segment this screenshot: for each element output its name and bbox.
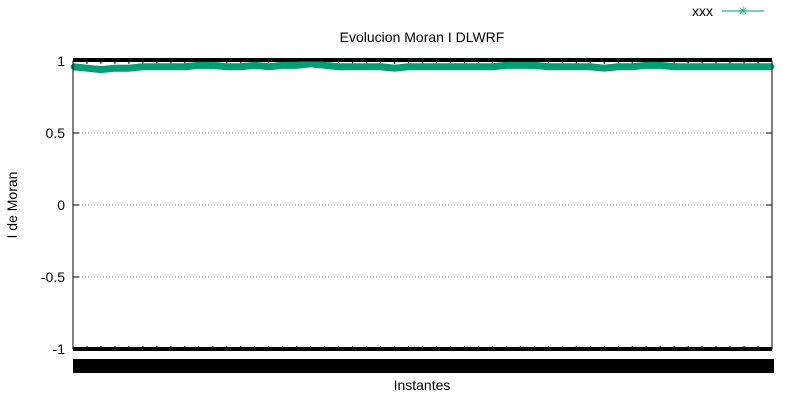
y-tick-label: -1: [53, 341, 66, 357]
legend-label: xxx: [692, 3, 713, 19]
data-point: [392, 65, 398, 71]
data-point: [238, 64, 244, 70]
data-point: [196, 62, 202, 68]
data-point: [140, 64, 146, 70]
y-tick-label: -0.5: [41, 269, 65, 285]
x-tick-label-band: [73, 359, 774, 373]
data-point: [671, 64, 677, 70]
y-axis-label: I de Moran: [4, 172, 20, 239]
data-point: [643, 62, 649, 68]
data-point: [182, 64, 188, 70]
data-point: [112, 65, 118, 71]
data-point: [433, 64, 439, 70]
legend: xxx ✳: [692, 3, 764, 19]
data-point: [336, 64, 342, 70]
data-point: [364, 64, 370, 70]
x-axis-label: Instantes: [394, 377, 451, 393]
data-point: [98, 67, 104, 73]
data-point: [308, 61, 314, 67]
data-point: [615, 64, 621, 70]
grid: [73, 132, 772, 278]
data-point: [252, 62, 258, 68]
data-point: [126, 65, 132, 71]
data-point: [629, 64, 635, 70]
y-ticks: 1 0.5 0 -0.5 -1: [41, 53, 772, 357]
data-point: [531, 62, 537, 68]
data-point: [559, 64, 565, 70]
data-point: [699, 64, 705, 70]
data-point: [573, 64, 579, 70]
data-point: [294, 62, 300, 68]
data-point: [168, 64, 174, 70]
data-point: [755, 64, 761, 70]
data-point: [475, 64, 481, 70]
x-ticks: [72, 58, 774, 373]
y-tick-label: 0: [57, 197, 65, 213]
chart-title: Evolucion Moran I DLWRF: [340, 29, 505, 45]
data-point: [713, 64, 719, 70]
data-point: [406, 64, 412, 70]
data-point: [447, 64, 453, 70]
data-point: [154, 64, 160, 70]
legend-marker: ✳: [738, 4, 748, 18]
y-tick-label: 0.5: [46, 125, 66, 141]
data-point: [685, 64, 691, 70]
x-top-tick-band: [73, 58, 772, 62]
data-point: [601, 65, 607, 71]
data-point: [420, 64, 425, 70]
data-point: [489, 64, 495, 70]
data-point: [545, 64, 551, 70]
data-point: [350, 64, 356, 70]
data-point: [741, 64, 747, 70]
data-point: [210, 62, 216, 68]
data-point: [224, 64, 230, 70]
data-point: [517, 62, 523, 68]
data-point: [266, 64, 272, 70]
data-point: [461, 64, 467, 70]
data-point: [727, 64, 733, 70]
y-tick-label: 1: [57, 53, 65, 69]
data-point: [84, 65, 90, 71]
data-point: [587, 64, 593, 70]
data-point: [280, 62, 286, 68]
data-point: [657, 62, 663, 68]
data-point: [378, 64, 384, 70]
data-point: [322, 62, 328, 68]
series-xxx: [70, 60, 775, 74]
data-point: [503, 62, 509, 68]
plot-frame: [72, 60, 773, 350]
